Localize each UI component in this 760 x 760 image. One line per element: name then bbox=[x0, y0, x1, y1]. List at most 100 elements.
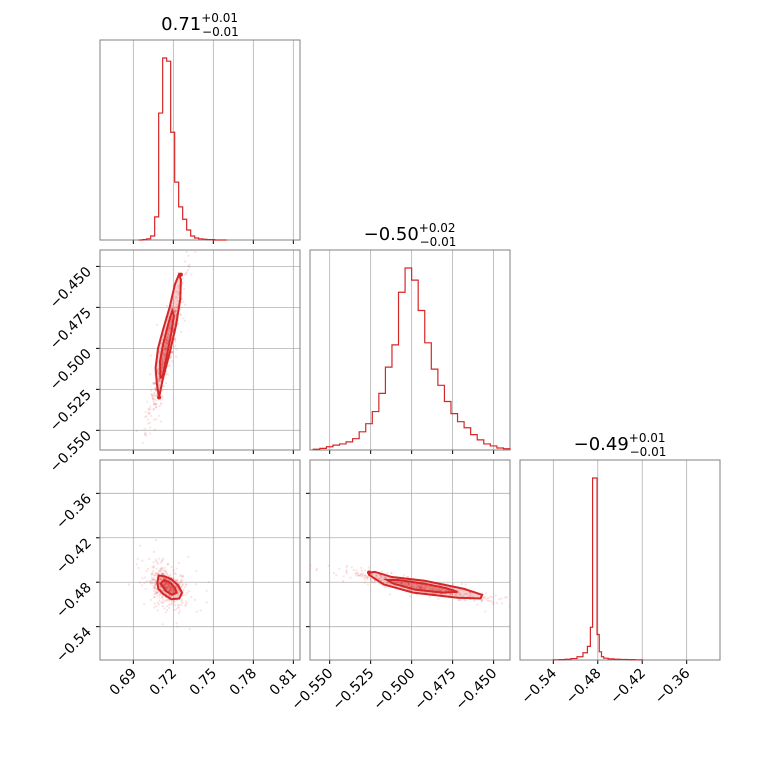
sample-point bbox=[167, 589, 170, 592]
sample-point bbox=[169, 585, 172, 588]
sample-point bbox=[359, 573, 363, 576]
sample-point bbox=[464, 583, 467, 586]
sample-point bbox=[466, 592, 469, 596]
sample-point bbox=[158, 414, 161, 417]
sample-point bbox=[162, 598, 165, 601]
sample-point bbox=[159, 585, 162, 588]
sample-point bbox=[174, 338, 177, 341]
sample-point bbox=[155, 405, 158, 409]
sample-point bbox=[363, 574, 366, 577]
sample-point bbox=[165, 373, 168, 376]
sample-point bbox=[485, 598, 488, 601]
sample-point bbox=[157, 378, 160, 381]
sample-point bbox=[154, 572, 157, 575]
sample-point bbox=[310, 563, 312, 567]
sample-point bbox=[355, 569, 358, 572]
sample-point bbox=[177, 588, 180, 591]
sample-point bbox=[158, 379, 161, 382]
sample-point bbox=[137, 566, 140, 570]
sample-point bbox=[151, 394, 154, 397]
sample-point bbox=[173, 309, 176, 312]
sample-point bbox=[161, 367, 164, 370]
sample-point bbox=[166, 343, 169, 347]
sample-point bbox=[383, 577, 386, 580]
sample-point bbox=[144, 410, 147, 414]
sample-point bbox=[121, 525, 123, 527]
sample-point bbox=[172, 590, 175, 594]
sample-point bbox=[522, 614, 524, 616]
sample-point bbox=[167, 328, 170, 332]
sample-point bbox=[153, 382, 156, 385]
sample-point bbox=[153, 602, 156, 605]
sample-point bbox=[175, 586, 178, 589]
sample-point bbox=[160, 394, 164, 398]
sample-point bbox=[168, 589, 171, 592]
sample-point bbox=[163, 583, 166, 586]
sample-point bbox=[168, 586, 172, 589]
sample-point bbox=[486, 599, 489, 602]
sample-point bbox=[515, 608, 517, 610]
sample-point bbox=[163, 357, 166, 360]
sample-point bbox=[157, 379, 160, 382]
sample-point bbox=[165, 582, 168, 585]
sample-point bbox=[437, 589, 440, 592]
sample-point bbox=[419, 587, 422, 590]
y-tick-label: −0.42 bbox=[53, 535, 95, 577]
sample-point bbox=[181, 281, 184, 284]
sample-point bbox=[149, 405, 152, 408]
sample-point bbox=[205, 601, 208, 604]
sample-point bbox=[167, 585, 170, 588]
sample-point bbox=[161, 363, 164, 366]
sample-point bbox=[188, 265, 191, 269]
sample-point bbox=[407, 583, 410, 586]
sample-point bbox=[135, 563, 138, 566]
sample-point bbox=[205, 589, 208, 592]
sample-point bbox=[161, 358, 164, 361]
sample-point bbox=[163, 348, 167, 351]
sample-point bbox=[413, 585, 416, 588]
sample-point bbox=[194, 582, 197, 586]
sample-point bbox=[167, 586, 170, 589]
contour-inner bbox=[158, 307, 176, 380]
title-plus: +0.02 bbox=[419, 221, 456, 235]
sample-point bbox=[139, 463, 141, 465]
sample-point bbox=[165, 342, 169, 345]
sample-point bbox=[154, 402, 157, 405]
sample-point bbox=[505, 595, 508, 599]
sample-point bbox=[367, 566, 370, 569]
sample-point bbox=[154, 590, 157, 593]
sample-point bbox=[428, 587, 431, 590]
sample-point bbox=[166, 587, 169, 591]
sample-point bbox=[156, 370, 159, 373]
sample-point bbox=[153, 391, 156, 394]
sample-point bbox=[354, 572, 357, 575]
sample-point bbox=[174, 340, 177, 343]
sample-point bbox=[390, 572, 394, 575]
x-tick-label: 0.75 bbox=[187, 666, 220, 699]
sample-point bbox=[177, 562, 180, 565]
sample-point bbox=[171, 360, 174, 363]
sample-point bbox=[148, 421, 152, 424]
sample-point bbox=[407, 582, 410, 586]
sample-point bbox=[178, 603, 181, 607]
sample-point bbox=[140, 584, 144, 587]
sample-point bbox=[168, 587, 171, 590]
sample-point bbox=[156, 601, 159, 604]
sample-point bbox=[185, 272, 188, 275]
sample-point bbox=[424, 591, 427, 594]
title-plus: +0.01 bbox=[629, 431, 666, 445]
sample-point bbox=[431, 588, 434, 591]
sample-point bbox=[151, 566, 154, 569]
x-tick-label: −0.450 bbox=[452, 666, 500, 714]
sample-point bbox=[181, 575, 184, 578]
sample-point bbox=[175, 291, 178, 294]
sample-point bbox=[174, 578, 178, 582]
sample-point bbox=[155, 573, 158, 576]
sample-point bbox=[180, 585, 183, 589]
sample-point bbox=[175, 622, 178, 625]
sample-point bbox=[384, 576, 387, 579]
sample-point bbox=[168, 324, 172, 327]
sample-point bbox=[180, 576, 183, 579]
sample-point bbox=[444, 593, 447, 596]
sample-point bbox=[167, 583, 171, 586]
